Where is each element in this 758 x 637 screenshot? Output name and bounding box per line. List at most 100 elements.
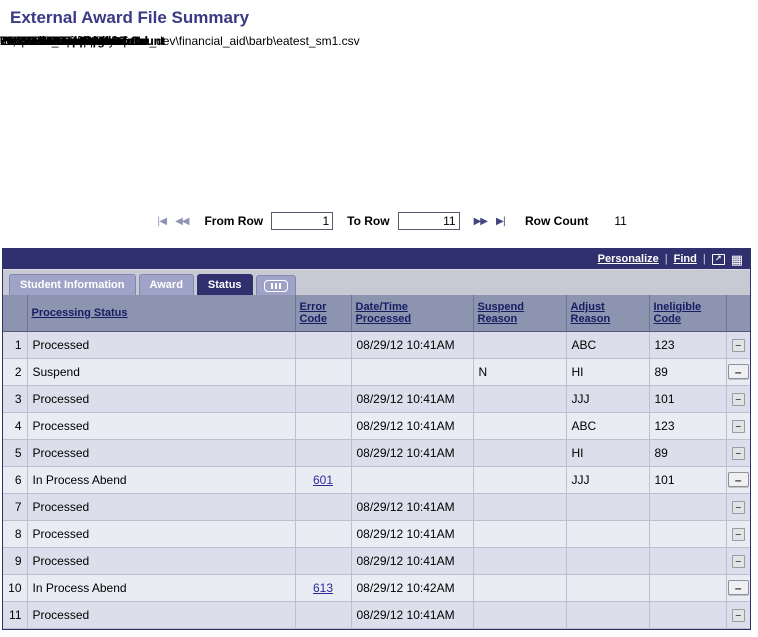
cell-ineligible-code: [649, 601, 727, 629]
delete-row-button[interactable]: –: [731, 609, 745, 623]
cell-error-code: [295, 493, 352, 521]
cell-datetime-processed: 08/29/12 10:41AM: [351, 412, 474, 440]
first-rows-button[interactable]: |◀: [157, 215, 167, 227]
cell-datetime-processed: [351, 466, 474, 494]
column-header-suspend-reason[interactable]: Suspend Reason: [473, 295, 567, 332]
column-header-datetime-processed[interactable]: Date/Time Processed: [351, 295, 474, 332]
grid-body: 1 Processed 08/29/12 10:41AM ABC 123 – 2…: [3, 331, 750, 629]
cell-suspend-reason: [473, 466, 567, 494]
grid-tab-strip: Student Information Award Status: [3, 270, 750, 295]
cell-ineligible-code: 123: [649, 412, 727, 440]
cell-error-code: [295, 601, 352, 629]
cell-processing-status: Processed: [27, 385, 296, 413]
cell-processing-status: Processed: [27, 439, 296, 467]
aid-year-label: Aid Year: [77, 34, 125, 48]
delete-row-button[interactable]: –: [727, 472, 749, 487]
cell-delete: –: [726, 412, 750, 440]
table-row: 6 In Process Abend 601 JJJ 101 –: [3, 466, 750, 494]
process-instance-value: 2434: [0, 34, 27, 48]
cell-error-code: [295, 547, 352, 575]
cell-ineligible-code: 89: [649, 439, 727, 467]
cell-error-code: [295, 412, 352, 440]
delete-row-button[interactable]: –: [731, 420, 745, 434]
delete-row-button[interactable]: –: [731, 528, 745, 542]
tab-student-information[interactable]: Student Information: [9, 274, 136, 295]
column-header-adjust-reason[interactable]: Adjust Reason: [566, 295, 650, 332]
column-header-error-code[interactable]: Error Code: [295, 295, 352, 332]
student-count-label: Student Count: [82, 34, 165, 48]
cell-ineligible-code: 123: [649, 331, 727, 359]
cell-suspend-reason: [473, 385, 567, 413]
table-row: 4 Processed 08/29/12 10:41AM ABC 123 –: [3, 412, 750, 440]
cell-datetime-processed: 08/29/12 10:42AM: [351, 574, 474, 602]
file-name-label: File Name: [63, 34, 120, 48]
cell-processing-status: Processed: [27, 520, 296, 548]
find-link[interactable]: Find: [673, 253, 697, 265]
status-label: Status: [48, 34, 85, 48]
row-number: 4: [3, 412, 28, 440]
from-row-input[interactable]: [271, 212, 334, 230]
cell-adjust-reason: JJJ: [566, 385, 650, 413]
cell-processing-status: Processed: [27, 331, 296, 359]
last-rows-button[interactable]: ▶|: [495, 215, 506, 227]
cell-delete: –: [726, 601, 750, 629]
next-rows-button[interactable]: ▶▶: [473, 215, 488, 227]
error-code-link[interactable]: 613: [312, 580, 334, 595]
show-all-columns-icon: [263, 280, 288, 292]
personalize-link[interactable]: Personalize: [597, 253, 659, 265]
process-instance-label: Process Instance: [49, 34, 148, 48]
actual-total-label: Actual Total: [80, 34, 148, 48]
download-icon[interactable]: ↗: [711, 253, 725, 265]
cell-processing-status: Processed: [27, 412, 296, 440]
cell-ineligible-code: [649, 547, 727, 575]
delete-row-button[interactable]: –: [727, 364, 749, 379]
tab-award[interactable]: Award: [138, 274, 194, 295]
show-all-columns-tab[interactable]: [255, 275, 296, 295]
cell-adjust-reason: [566, 574, 650, 602]
cell-adjust-reason: [566, 493, 650, 521]
cell-datetime-processed: 08/29/12 10:41AM: [351, 331, 474, 359]
cell-processing-status: Processed: [27, 493, 296, 521]
institution-label: Institution: [62, 34, 120, 48]
cell-delete: –: [726, 385, 750, 413]
date-value: 08/29/2012: [0, 34, 61, 48]
delete-row-button[interactable]: –: [731, 393, 745, 407]
institution-desc: PeopleSoft University: [0, 34, 115, 48]
row-number: 8: [3, 520, 28, 548]
actual-count-value: 11: [0, 34, 13, 48]
aid-year-value: 2006-2007: [0, 34, 58, 48]
delete-row-button[interactable]: –: [731, 555, 745, 569]
error-code-link[interactable]: 601: [312, 472, 334, 487]
table-row: 1 Processed 08/29/12 10:41AM ABC 123 –: [3, 331, 750, 359]
column-header-ineligible-code[interactable]: Ineligible Code: [649, 295, 727, 332]
cell-delete: –: [726, 358, 750, 386]
delete-row-button[interactable]: –: [727, 580, 749, 595]
cell-adjust-reason: HI: [566, 358, 650, 386]
cell-delete: –: [726, 520, 750, 548]
cell-adjust-reason: HI: [566, 439, 650, 467]
cell-ineligible-code: 101: [649, 385, 727, 413]
cell-processing-status: In Process Abend: [27, 574, 296, 602]
award-total-label: Award Total: [80, 34, 148, 48]
previous-rows-button[interactable]: ◀◀: [175, 215, 189, 227]
grid-icon[interactable]: ▦: [730, 251, 743, 267]
cell-suspend-reason: [473, 601, 567, 629]
actual-count-label: Actual Count: [90, 34, 165, 48]
cell-ineligible-code: [649, 520, 727, 548]
cell-datetime-processed: 08/29/12 10:41AM: [351, 547, 474, 575]
tab-status[interactable]: Status: [196, 274, 253, 295]
cell-error-code: 613: [295, 574, 352, 602]
cell-adjust-reason: ABC: [566, 331, 650, 359]
delete-row-button[interactable]: –: [731, 447, 745, 461]
file-name-value: \\rtdc1006nap\apps\heqa\he_dev\financial…: [0, 34, 360, 48]
cell-datetime-processed: 08/29/12 10:41AM: [351, 520, 474, 548]
separator: |: [702, 253, 706, 265]
row-navigation: |◀ ◀◀ From Row To Row ▶▶ ▶| Row Count 11: [155, 210, 627, 232]
cell-delete: –: [726, 574, 750, 602]
status-table: Processing Status Error Code Date/Time P…: [3, 295, 750, 629]
page: External Award File Summary Institution …: [0, 8, 758, 630]
column-header-processing-status[interactable]: Processing Status: [27, 295, 296, 332]
delete-row-button[interactable]: –: [731, 339, 745, 353]
to-row-input[interactable]: [397, 212, 460, 230]
delete-row-button[interactable]: –: [731, 501, 745, 515]
